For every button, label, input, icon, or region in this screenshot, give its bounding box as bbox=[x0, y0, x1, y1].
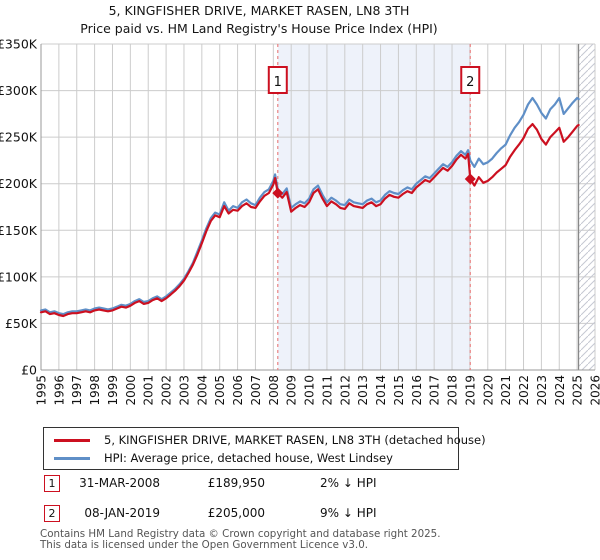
y-axis-tick-label: £50K bbox=[5, 316, 38, 331]
x-axis-tick-label: 2014 bbox=[374, 375, 388, 406]
sale-annotation-1: 1 31-MAR-2008 £189,950 2% ↓ HPI bbox=[0, 475, 600, 495]
sale-1-vs-hpi: 2% ↓ HPI bbox=[320, 476, 377, 490]
y-axis-tick-label: £200K bbox=[0, 176, 38, 191]
sale-2-date: 08-JAN-2019 bbox=[84, 506, 160, 520]
x-axis-tick-label: 2000 bbox=[124, 375, 138, 406]
footer-line-1: Contains HM Land Registry data © Crown c… bbox=[40, 528, 441, 540]
x-axis-tick-label: 2002 bbox=[160, 375, 174, 406]
sale-2-vs-hpi: 9% ↓ HPI bbox=[320, 506, 377, 520]
price-chart: 1 2 £0 £50K £100K £150K £200K £250K £300K £350K 19… bbox=[0, 37, 600, 406]
sale-annotation-2: 2 08-JAN-2019 £205,000 9% ↓ HPI bbox=[0, 505, 600, 525]
sale-2-marker-dot bbox=[464, 173, 476, 185]
legend-label-hpi: HPI: Average price, detached house, West… bbox=[104, 451, 393, 465]
x-axis-tick-label: 2016 bbox=[410, 375, 424, 406]
legend-item-property: 5, KINGFISHER DRIVE, MARKET RASEN, LN8 3… bbox=[44, 431, 486, 449]
x-axis-tick-label: 2015 bbox=[392, 375, 406, 406]
x-axis-tick-label: 2022 bbox=[517, 375, 531, 406]
hpi-line-swatch bbox=[54, 456, 90, 460]
sale-1-price: £189,950 bbox=[207, 476, 265, 490]
x-axis-tick-label: 1998 bbox=[88, 375, 102, 406]
x-axis-tick-label: 2026 bbox=[589, 375, 600, 406]
x-axis-tick-label: 2023 bbox=[535, 375, 549, 406]
x-axis-tick-label: 2021 bbox=[499, 375, 513, 406]
sale-1-flag-number: 1 bbox=[274, 75, 282, 90]
hpi-line bbox=[39, 96, 580, 316]
property-line-swatch bbox=[54, 438, 90, 442]
sale-1-marker-dot bbox=[272, 187, 284, 199]
y-axis-tick-label: £150K bbox=[0, 223, 38, 238]
x-axis-tick-label: 2010 bbox=[303, 375, 317, 406]
y-axis-tick-label: £0 bbox=[21, 363, 37, 378]
x-axis-tick-label: 2007 bbox=[249, 375, 263, 406]
y-axis-tick-label: £350K bbox=[0, 37, 38, 52]
property-price-line bbox=[39, 122, 580, 318]
x-axis-tick-label: 1996 bbox=[52, 375, 66, 406]
chart-subtitle: Price paid vs. HM Land Registry's House … bbox=[80, 21, 438, 36]
x-axis-tick-label: 2009 bbox=[285, 375, 299, 406]
sale-1-date: 31-MAR-2008 bbox=[79, 476, 160, 490]
sale-1-flag-box bbox=[267, 66, 288, 94]
copyright-footer: Contains HM Land Registry data © Crown c… bbox=[40, 529, 441, 551]
x-axis-tick-label: 2001 bbox=[142, 375, 156, 406]
chart-legend: 5, KINGFISHER DRIVE, MARKET RASEN, LN8 3… bbox=[43, 427, 486, 470]
x-axis-tick-label: 2017 bbox=[428, 375, 442, 406]
x-axis-tick-label: 2004 bbox=[195, 375, 209, 406]
future-hatched-region bbox=[578, 44, 595, 370]
legend-item-hpi: HPI: Average price, detached house, West… bbox=[44, 449, 458, 467]
x-axis-tick-label: 2020 bbox=[481, 375, 495, 406]
x-axis-tick-label: 2024 bbox=[553, 375, 567, 406]
x-axis-tick-label: 2005 bbox=[213, 375, 227, 406]
between-sales-shaded-region bbox=[277, 44, 471, 370]
x-axis-tick-label: 2018 bbox=[446, 375, 460, 406]
x-axis-tick-label: 2013 bbox=[356, 375, 370, 406]
x-axis-tick-label: 2006 bbox=[231, 375, 245, 406]
x-axis-tick-label: 2011 bbox=[320, 375, 334, 406]
x-axis-tick-label: 1999 bbox=[106, 375, 120, 406]
y-axis-tick-label: £100K bbox=[0, 269, 38, 284]
sale-2-flag-number: 2 bbox=[466, 75, 474, 90]
x-axis-tick-label: 2019 bbox=[463, 375, 477, 406]
y-axis-tick-label: £250K bbox=[0, 130, 38, 145]
x-axis-tick-label: 2003 bbox=[177, 375, 191, 406]
sale-2-price: £205,000 bbox=[207, 506, 265, 520]
x-axis-tick-label: 2012 bbox=[338, 375, 352, 406]
chart-title: 5, KINGFISHER DRIVE, MARKET RASEN, LN8 3… bbox=[108, 3, 410, 18]
x-axis-tick-label: 2008 bbox=[267, 375, 281, 406]
legend-label-property: 5, KINGFISHER DRIVE, MARKET RASEN, LN8 3… bbox=[104, 433, 486, 447]
x-axis-tick-label: 1995 bbox=[35, 375, 49, 406]
sale-2-number-badge: 2 bbox=[44, 505, 60, 522]
y-axis-tick-label: £300K bbox=[0, 83, 38, 98]
x-axis-tick-label: 2025 bbox=[571, 375, 585, 406]
footer-line-2: This data is licensed under the Open Gov… bbox=[40, 538, 369, 551]
x-axis-tick-label: 1997 bbox=[70, 375, 84, 406]
sale-2-flag-box bbox=[460, 66, 481, 94]
sale-1-number-badge: 1 bbox=[44, 475, 60, 492]
